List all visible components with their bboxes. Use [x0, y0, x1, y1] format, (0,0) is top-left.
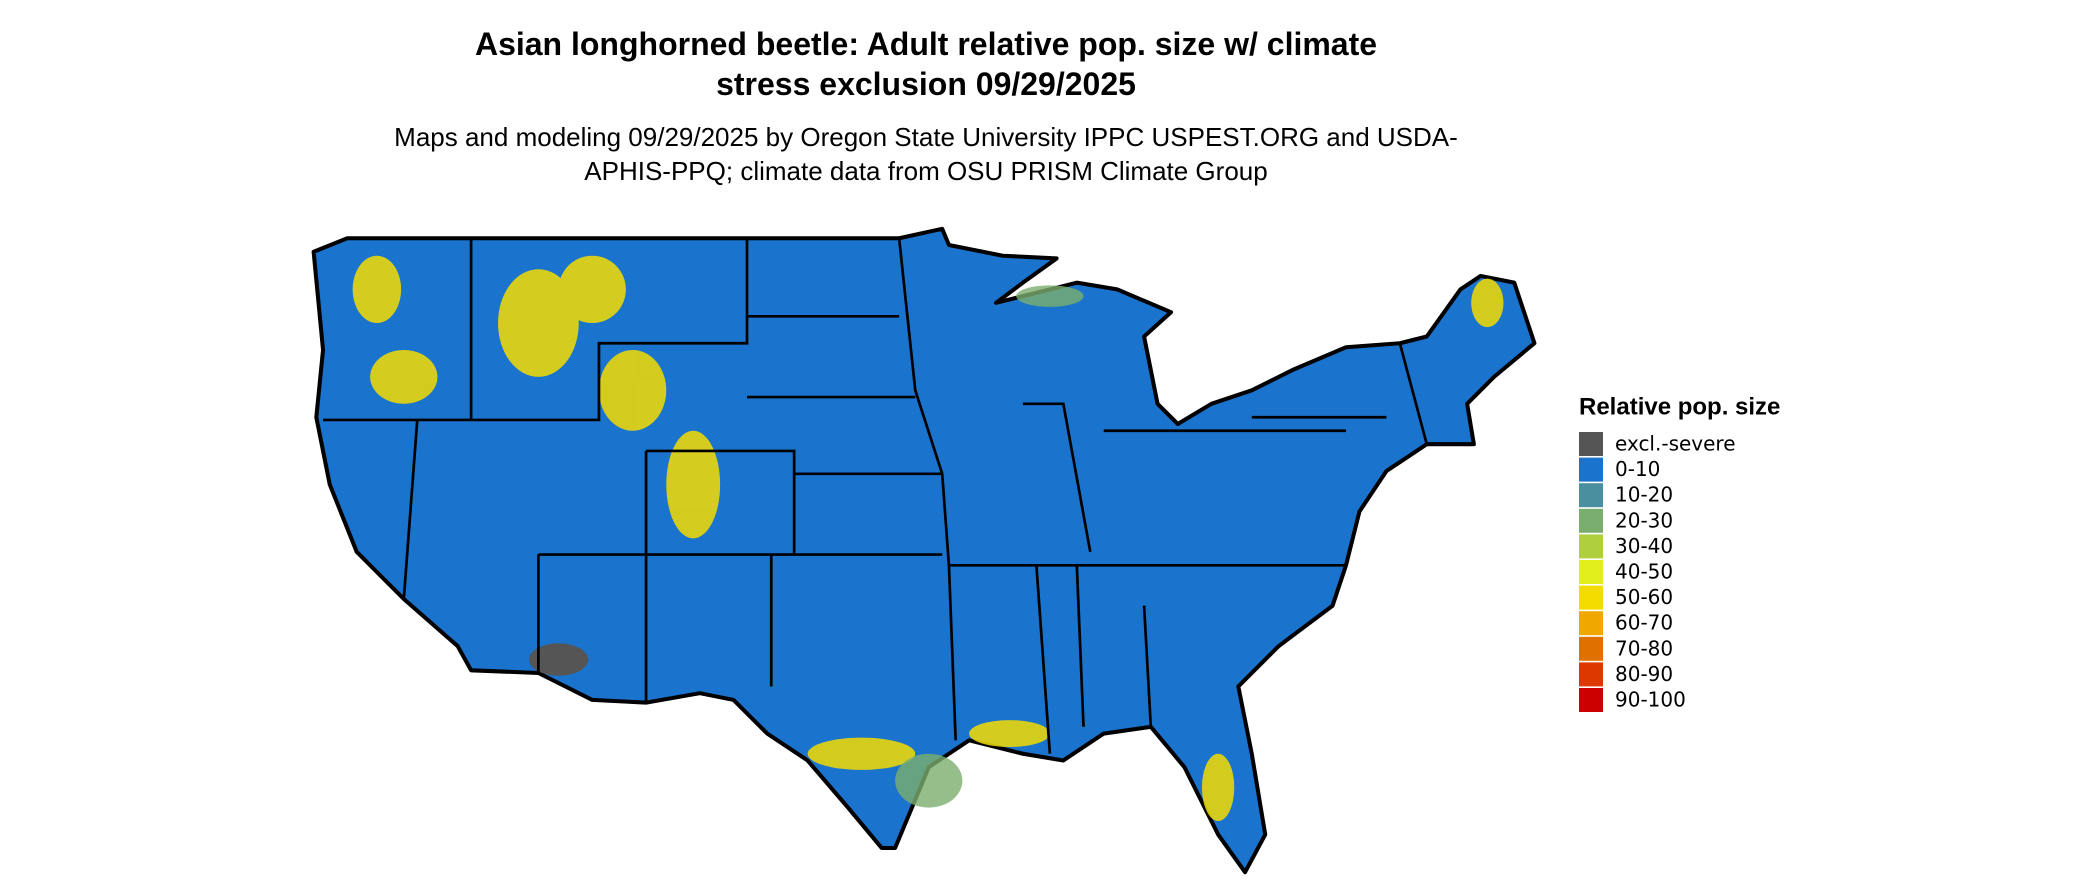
legend-swatch: [1579, 483, 1603, 508]
legend-swatch: [1579, 585, 1603, 610]
legend-label: 90-100: [1615, 688, 1686, 712]
exclusion-area: [528, 643, 589, 676]
legend-swatch: [1579, 432, 1603, 456]
legend-label: 50-60: [1615, 585, 1673, 609]
moderate-areas: [895, 285, 1084, 808]
legend-label: excl.-severe: [1615, 432, 1736, 456]
legend-swatch: [1579, 611, 1603, 636]
state-borders: [323, 238, 1429, 754]
legend-swatch: [1579, 508, 1603, 533]
legend-label: 80-90: [1615, 662, 1673, 686]
legend-swatch: [1579, 457, 1603, 482]
legend-swatch: [1579, 662, 1603, 687]
legend-swatch: [1579, 688, 1603, 712]
legend-label: 0-10: [1615, 457, 1660, 481]
legend-label: 70-80: [1615, 636, 1673, 660]
legend-label: 60-70: [1615, 611, 1673, 635]
legend-swatch: [1579, 534, 1603, 559]
legend-label: 40-50: [1615, 560, 1673, 584]
legend-label: 10-20: [1615, 483, 1673, 507]
map-subtitle: Maps and modeling 09/29/2025 by Oregon S…: [394, 122, 1458, 186]
map-title: Asian longhorned beetle: Adult relative …: [474, 26, 1378, 102]
legend-title: Relative pop. size: [1579, 393, 1780, 420]
us-map: [311, 226, 1537, 875]
legend-label: 20-30: [1615, 508, 1673, 532]
legend-swatch: [1579, 636, 1603, 661]
suitability-areas: [352, 255, 1504, 822]
legend-label: 30-40: [1615, 534, 1673, 558]
legend-swatch: [1579, 560, 1603, 584]
